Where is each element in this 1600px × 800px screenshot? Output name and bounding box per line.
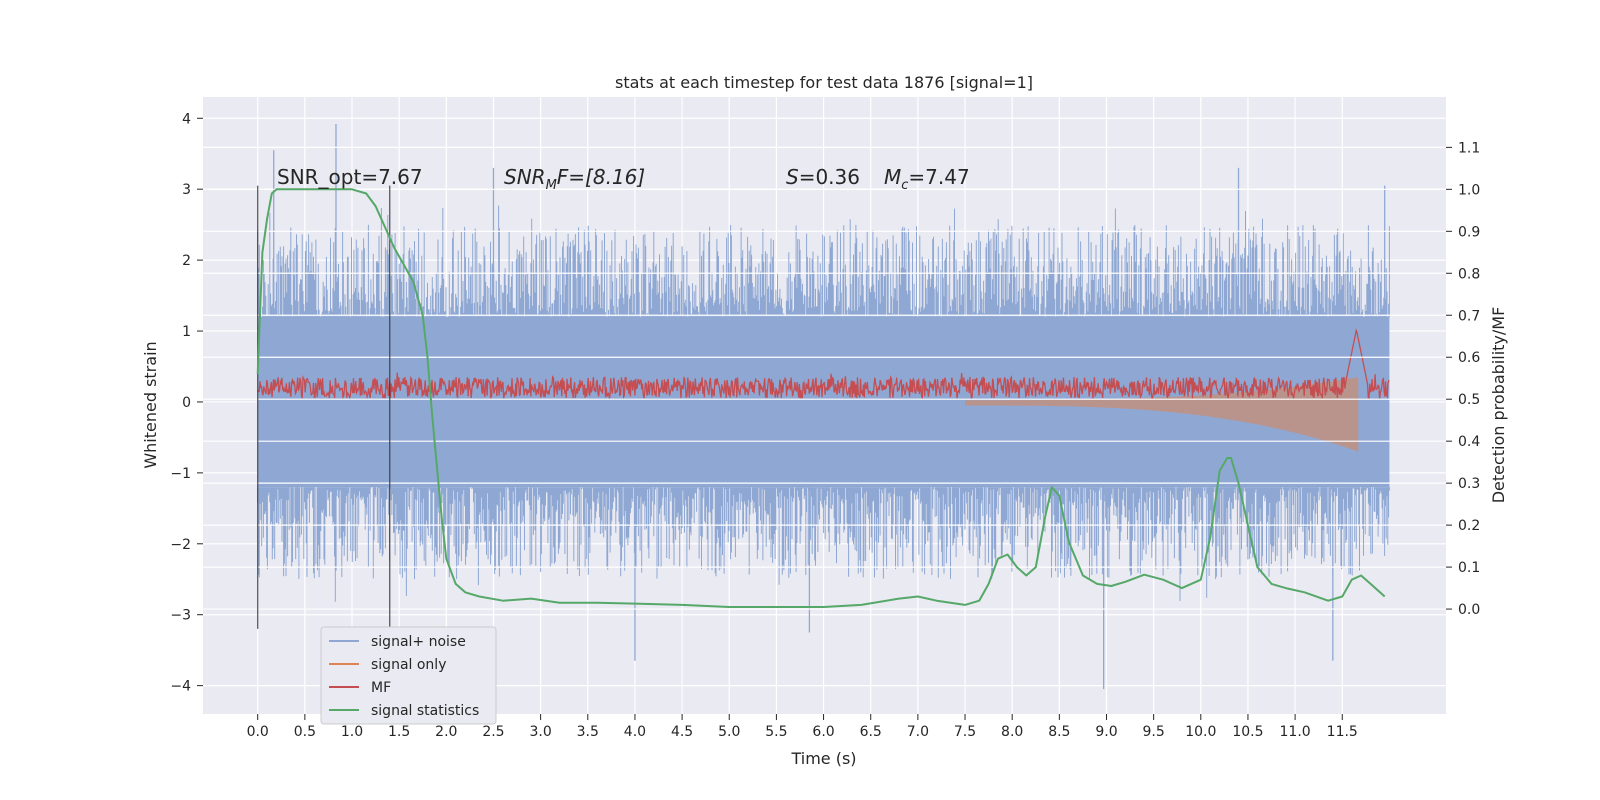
x-tick-label: 10.5 xyxy=(1232,724,1263,740)
x-tick-label: 11.5 xyxy=(1327,724,1358,740)
signal-statistics-line xyxy=(256,188,1386,608)
series-signal-statistics xyxy=(256,188,1386,608)
annotation-snr-mf-sub: M xyxy=(546,178,557,193)
x-tick-label: 1.5 xyxy=(388,724,410,740)
annotation-snr-opt: SNR_opt=7.67 xyxy=(277,165,423,189)
x-tick-label: 3.0 xyxy=(529,724,551,740)
x-tick-label: 4.5 xyxy=(671,724,693,740)
y-right-tick-label: 0.1 xyxy=(1458,560,1480,576)
y-right-tick-label: 0.3 xyxy=(1458,476,1480,492)
legend-label: signal+ noise xyxy=(371,634,466,650)
chart-title: stats at each timestep for test data 187… xyxy=(615,73,1033,92)
x-tick-label: 5.5 xyxy=(765,724,787,740)
x-tick-label: 6.0 xyxy=(812,724,834,740)
y-tick-label: 0 xyxy=(182,395,191,411)
annotation-snr-mf-f: F=[8.16] xyxy=(557,165,645,189)
annotation-mc-sub: c xyxy=(901,178,908,193)
x-tick-label: 11.0 xyxy=(1280,724,1311,740)
annotation-snr-mf: SNRMF=[8.16] xyxy=(504,165,645,193)
legend-label: signal only xyxy=(371,657,446,673)
x-tick-label: 4.0 xyxy=(624,724,646,740)
x-tick-label: 7.0 xyxy=(907,724,929,740)
axis-ticks: 0.0 0.5 1.0 1.5 2.0 2.5 3.0 3.5 4.0 4.5 5.0 5.5 6.0 6… xyxy=(170,111,1480,740)
annotation-s-value: =0.36 xyxy=(799,165,860,189)
annotation-s-name: S xyxy=(786,165,799,189)
y-tick-label: 3 xyxy=(182,182,191,198)
x-tick-label: 8.0 xyxy=(1001,724,1023,740)
y-axis-right-label: Detection probability/MF xyxy=(1489,307,1508,504)
x-tick-label: 2.0 xyxy=(435,724,457,740)
legend: signal+ noise signal only MF signal statist… xyxy=(320,626,497,725)
y-right-tick-label: 0.4 xyxy=(1458,434,1480,450)
x-tick-label: 2.5 xyxy=(482,724,504,740)
y-right-tick-label: 0.8 xyxy=(1458,266,1480,282)
y-right-tick-label: 0.9 xyxy=(1458,224,1480,240)
y-tick-label: 4 xyxy=(182,111,191,127)
annotation-s-mc: S=0.36 Mc=7.47 xyxy=(786,165,970,193)
y-right-tick-label: 0.0 xyxy=(1458,602,1480,618)
x-tick-label: 5.0 xyxy=(718,724,740,740)
annotation-snr-mf-name: SNR xyxy=(504,165,546,189)
y-tick-label: −4 xyxy=(170,679,191,695)
legend-label: MF xyxy=(371,680,391,696)
x-tick-label: 0.5 xyxy=(294,724,316,740)
y-right-tick-label: 1.0 xyxy=(1458,182,1480,198)
x-tick-label: 10.0 xyxy=(1185,724,1216,740)
x-tick-label: 9.0 xyxy=(1095,724,1117,740)
y-right-tick-label: 0.5 xyxy=(1458,392,1480,408)
x-tick-label: 7.5 xyxy=(954,724,976,740)
x-tick-label: 3.5 xyxy=(577,724,599,740)
y-tick-label: 2 xyxy=(182,253,191,269)
x-tick-label: 0.0 xyxy=(247,724,269,740)
mf-line xyxy=(257,328,1390,401)
annotation-mc-value: =7.47 xyxy=(908,165,969,189)
annotation-mc-name: M xyxy=(884,165,901,189)
x-tick-label: 6.5 xyxy=(860,724,882,740)
x-tick-label: 8.5 xyxy=(1048,724,1070,740)
y-right-tick-label: 0.2 xyxy=(1458,518,1480,534)
y-axis-label: Whitened strain xyxy=(141,341,160,468)
y-right-tick-label: 0.7 xyxy=(1458,308,1480,324)
y-tick-label: −3 xyxy=(170,608,191,624)
x-tick-label: 9.5 xyxy=(1143,724,1165,740)
legend-label: signal statistics xyxy=(371,703,479,719)
vertical-lines xyxy=(257,185,391,629)
y-right-tick-label: 1.1 xyxy=(1458,140,1480,156)
y-right-tick-label: 0.6 xyxy=(1458,350,1480,366)
series-signal-only xyxy=(965,377,1359,452)
y-tick-label: −1 xyxy=(170,466,191,482)
legend-box xyxy=(320,626,497,725)
signal-envelope xyxy=(965,377,1359,452)
x-tick-label: 1.0 xyxy=(341,724,363,740)
series-mf xyxy=(257,328,1390,401)
x-axis-label: Time (s) xyxy=(790,749,856,768)
y-tick-label: −2 xyxy=(170,537,191,553)
y-tick-label: 1 xyxy=(182,324,191,340)
